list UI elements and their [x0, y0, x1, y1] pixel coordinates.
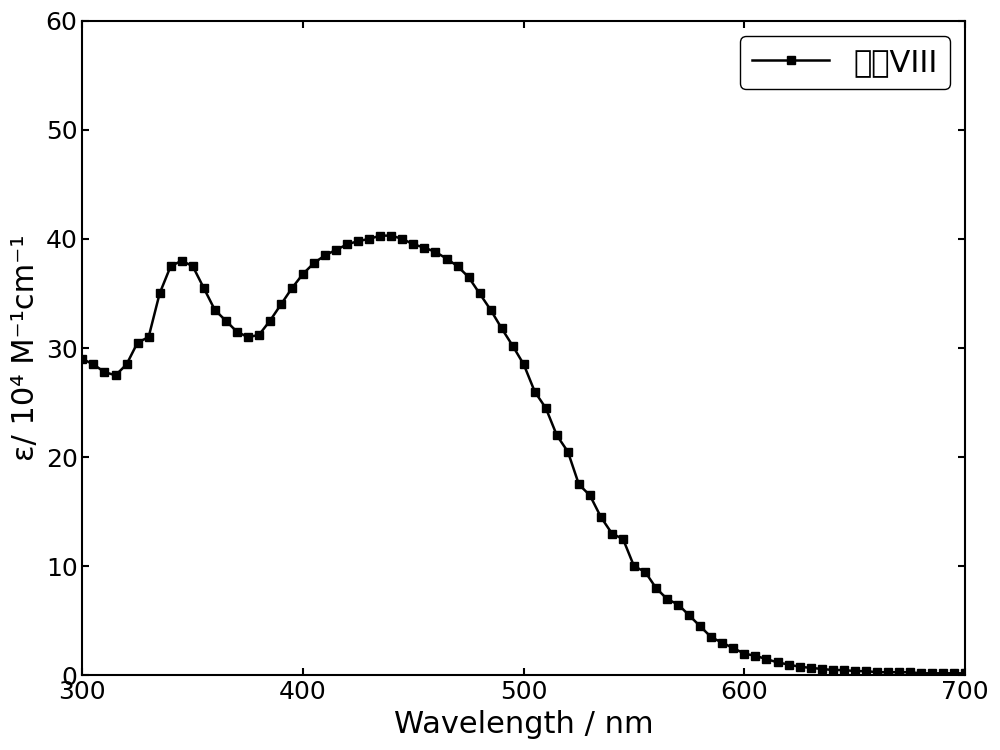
X-axis label: Wavelength / nm: Wavelength / nm — [394, 710, 654, 739]
染料VIII — [573, 480, 585, 489]
染料VIII — [882, 668, 894, 676]
染料VIII — [915, 669, 927, 678]
Y-axis label: ε/ 10⁴ M⁻¹cm⁻¹: ε/ 10⁴ M⁻¹cm⁻¹ — [11, 235, 40, 461]
染料VIII — [849, 667, 861, 676]
染料VIII — [805, 663, 817, 672]
Legend: 染料VIII: 染料VIII — [740, 36, 950, 89]
染料VIII — [738, 650, 750, 658]
染料VIII — [639, 567, 651, 576]
Line: 染料VIII: 染料VIII — [78, 232, 969, 677]
染料VIII — [374, 231, 386, 240]
染料VIII — [76, 355, 88, 364]
染料VIII — [959, 669, 971, 678]
